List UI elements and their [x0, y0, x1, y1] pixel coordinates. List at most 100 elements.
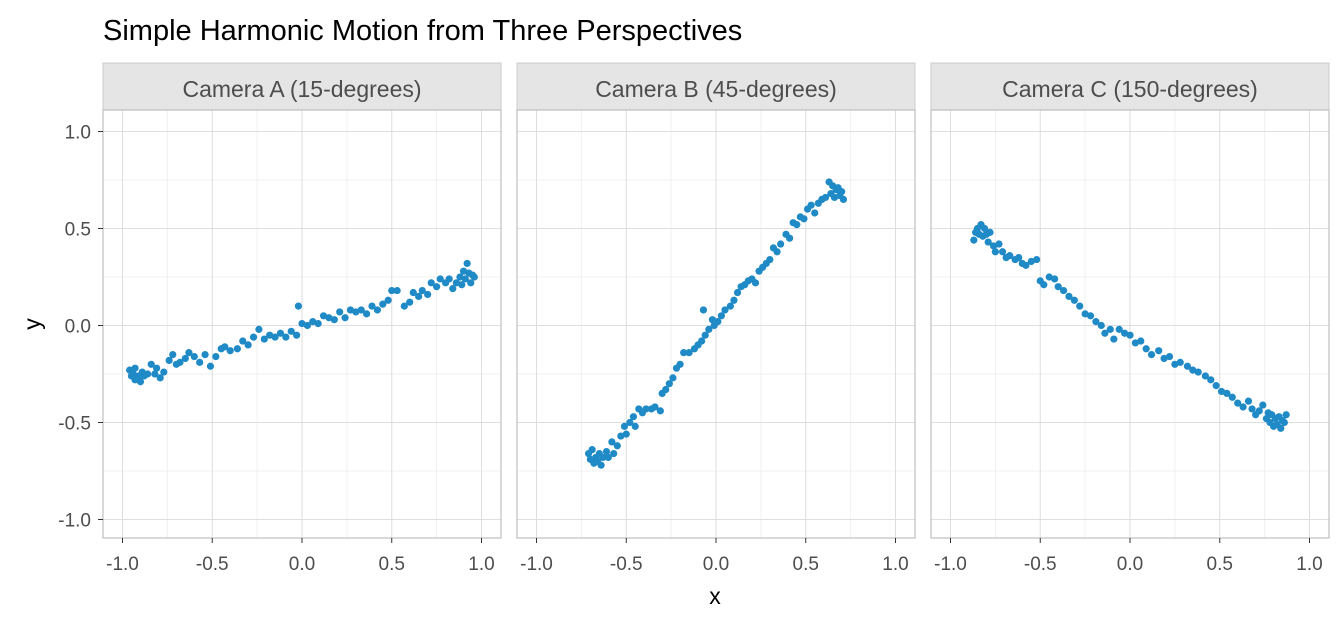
data-point — [418, 286, 426, 295]
data-point — [144, 370, 152, 378]
data-point — [1054, 283, 1062, 291]
data-point — [1033, 255, 1041, 264]
x-tick-label: -1.0 — [106, 554, 139, 575]
data-point — [839, 195, 848, 203]
data-point — [714, 318, 722, 326]
data-point — [1092, 318, 1100, 326]
data-point — [433, 283, 441, 291]
data-point — [190, 352, 198, 361]
data-point — [373, 306, 381, 314]
data-point — [665, 380, 673, 388]
x-tick-label: 0.5 — [1207, 554, 1233, 575]
data-point — [461, 275, 469, 283]
data-point — [717, 312, 725, 320]
data-point — [255, 325, 263, 333]
data-point — [287, 327, 295, 335]
data-point — [642, 405, 650, 413]
data-point — [698, 337, 706, 345]
data-point — [705, 325, 713, 333]
x-tick-label: 0.0 — [703, 554, 729, 575]
data-point — [176, 358, 184, 366]
data-point — [1255, 407, 1263, 415]
data-point — [196, 358, 204, 366]
x-tick-label: 1.0 — [882, 554, 908, 575]
data-point — [1248, 405, 1256, 413]
data-point — [986, 228, 994, 236]
data-point — [631, 422, 639, 430]
data-point — [608, 438, 616, 446]
data-point — [436, 275, 444, 283]
facet-label: Camera B (45-degrees) — [595, 76, 837, 102]
data-point — [294, 302, 303, 310]
y-tick-label: 0.0 — [65, 317, 91, 338]
data-point — [811, 209, 819, 217]
panel-camera-c: Camera C (150-degrees) -1.0 -0.5 0.0 0.5 1.0 — [930, 62, 1330, 575]
data-point — [730, 296, 738, 304]
facet-strip — [930, 62, 1330, 111]
panel-camera-a: Camera A (15-degrees) -1.0 -0.5 0.0 0.5 1.0 — [102, 62, 502, 575]
data-point — [991, 248, 999, 256]
data-point — [613, 442, 621, 450]
x-tick-label: 0.5 — [793, 554, 819, 575]
data-point — [1155, 347, 1163, 355]
data-point — [1223, 389, 1231, 397]
x-tick-label: -0.5 — [1024, 554, 1057, 575]
data-point — [156, 374, 164, 382]
facet-label: Camera C (150-degrees) — [1002, 76, 1258, 102]
data-point — [330, 316, 338, 324]
data-point — [384, 296, 392, 304]
x-axis-title: x — [709, 583, 721, 609]
data-point — [406, 298, 414, 306]
data-point — [169, 351, 177, 359]
data-point — [1176, 358, 1184, 366]
data-point — [629, 413, 638, 421]
x-tick-label: 0.5 — [379, 554, 405, 575]
data-point — [751, 279, 760, 287]
data-point — [597, 461, 605, 469]
data-point — [685, 349, 693, 357]
data-point — [212, 352, 220, 361]
data-point — [662, 385, 670, 394]
data-point — [766, 255, 774, 264]
data-point — [785, 234, 794, 242]
data-point — [699, 306, 708, 314]
data-point — [1277, 424, 1285, 432]
x-tick-label: 0.0 — [289, 554, 315, 575]
data-point — [701, 331, 709, 339]
data-point — [602, 448, 611, 456]
data-point — [293, 331, 301, 339]
data-point — [244, 341, 252, 349]
data-point — [622, 430, 630, 438]
data-point — [467, 279, 475, 287]
x-tick-label: 1.0 — [1296, 554, 1322, 575]
data-point — [1147, 351, 1156, 359]
data-point — [1086, 312, 1095, 320]
data-point — [427, 279, 435, 287]
data-point — [249, 333, 258, 341]
data-point — [1165, 352, 1174, 361]
data-point — [379, 300, 387, 308]
facet-strip — [516, 62, 916, 111]
data-point — [160, 368, 168, 376]
data-point — [424, 290, 432, 299]
data-point — [303, 321, 311, 330]
data-point — [1076, 302, 1084, 310]
data-point — [336, 308, 344, 316]
data-point — [1101, 329, 1109, 337]
data-point — [1282, 411, 1290, 419]
data-point — [1040, 281, 1048, 289]
data-point — [651, 403, 659, 411]
data-point — [147, 360, 155, 368]
data-point — [463, 259, 471, 268]
data-point — [970, 236, 978, 244]
y-tick-label: -0.5 — [58, 414, 91, 435]
data-point — [136, 378, 145, 386]
data-point — [604, 453, 612, 462]
x-tick-label: -1.0 — [934, 554, 967, 575]
facet-label: Camera A (15-degrees) — [182, 76, 421, 102]
data-point — [800, 215, 808, 223]
data-point — [1059, 286, 1068, 295]
y-axis: -1.0 -0.5 0.0 0.5 1.0 — [58, 123, 103, 532]
data-point — [599, 453, 607, 462]
